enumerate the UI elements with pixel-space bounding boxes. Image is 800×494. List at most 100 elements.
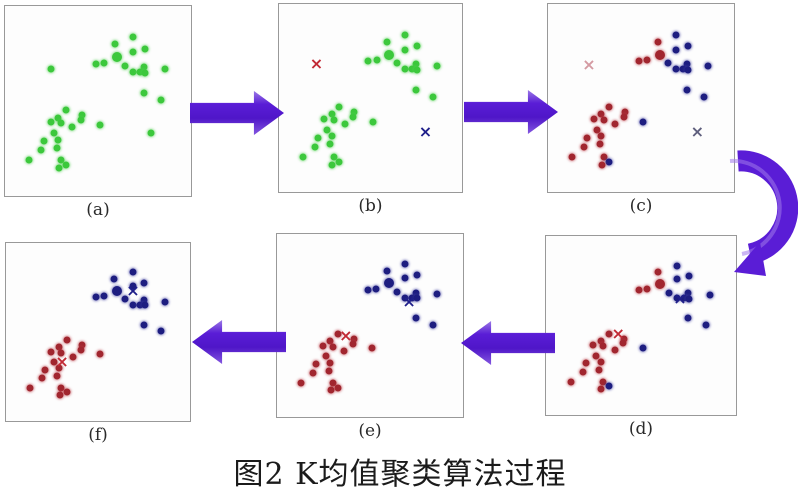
data-point — [401, 65, 409, 73]
data-point — [600, 153, 608, 161]
data-point — [605, 158, 613, 166]
right-arrow-icon-a-to-b — [190, 91, 284, 135]
data-point — [161, 65, 169, 73]
data-point — [672, 46, 680, 54]
data-point — [673, 275, 681, 283]
data-point — [635, 57, 643, 65]
panel-label-b: (b) — [358, 196, 383, 216]
data-point — [639, 118, 647, 125]
blue-centroid-x-icon: × — [418, 121, 433, 141]
panel-label-c: (c) — [629, 196, 653, 216]
data-point — [700, 93, 708, 101]
data-point — [413, 42, 421, 50]
data-point — [314, 134, 322, 142]
data-point — [40, 137, 48, 145]
data-point — [412, 60, 420, 68]
data-point — [129, 301, 137, 309]
data-point — [328, 161, 336, 169]
data-point — [53, 144, 61, 152]
data-point — [368, 344, 376, 352]
data-point — [685, 272, 693, 280]
blue-centroid-x-icon: × — [690, 121, 705, 141]
data-point — [619, 339, 627, 347]
data-point — [583, 134, 591, 142]
panel-label-d: (d) — [628, 419, 654, 439]
data-point — [672, 31, 680, 39]
data-point — [401, 260, 409, 268]
data-point — [590, 115, 598, 123]
data-point — [129, 268, 137, 276]
data-point — [57, 119, 65, 127]
data-point — [54, 136, 62, 144]
scatter-plot-f: × × — [5, 242, 191, 422]
data-point — [408, 65, 416, 73]
blue-centroid-x-icon: × — [402, 291, 416, 311]
data-point — [53, 372, 61, 380]
data-point — [684, 42, 692, 50]
data-point — [664, 59, 672, 67]
data-point — [47, 118, 55, 126]
data-point — [322, 352, 330, 360]
data-point — [643, 56, 651, 64]
data-point — [412, 314, 420, 322]
data-point — [408, 294, 416, 301]
data-point — [600, 116, 608, 124]
red-centroid-x-icon: × — [611, 323, 625, 343]
data-point — [680, 294, 688, 302]
data-point — [129, 48, 137, 56]
scatter-plot-b: × × — [278, 3, 463, 193]
data-point — [597, 337, 605, 345]
blue-centroid-x-icon: × — [673, 288, 687, 308]
data-point — [56, 391, 64, 399]
data-point — [50, 358, 58, 366]
data-point — [372, 285, 380, 293]
data-point — [92, 60, 100, 68]
panel-d: × × (d) — [545, 235, 737, 439]
data-point — [383, 267, 391, 275]
right-arrow-icon-b-to-c — [464, 90, 558, 134]
data-point — [78, 111, 86, 119]
data-point — [297, 379, 305, 387]
data-point — [37, 146, 45, 154]
data-point — [157, 327, 165, 335]
data-point — [673, 262, 681, 270]
data-point — [54, 114, 62, 122]
data-point — [582, 359, 590, 367]
data-point — [141, 45, 149, 53]
data-point — [654, 38, 662, 46]
data-point — [401, 294, 409, 301]
data-point — [413, 66, 421, 74]
data-point — [611, 120, 619, 128]
scatter-plot-d: × × — [545, 235, 737, 416]
data-point — [323, 126, 331, 134]
data-point — [335, 158, 343, 166]
data-point — [364, 57, 372, 65]
panel-c: × × (c) — [547, 3, 735, 216]
panel-a: (a) — [4, 5, 192, 220]
data-point — [599, 378, 607, 386]
data-point — [50, 129, 58, 137]
data-point — [673, 294, 681, 302]
data-point — [597, 358, 605, 366]
data-point — [110, 275, 118, 283]
data-point — [401, 46, 409, 54]
data-point — [596, 140, 604, 148]
data-point — [672, 65, 680, 73]
data-point — [683, 60, 691, 68]
data-point — [364, 286, 372, 294]
data-point — [96, 350, 104, 358]
data-point — [47, 348, 55, 356]
data-point — [55, 164, 63, 172]
red-centroid-x-icon: × — [309, 54, 324, 74]
panel-b: × × (b) — [278, 3, 463, 216]
data-point — [299, 153, 307, 161]
data-point — [635, 286, 643, 294]
data-point — [643, 285, 651, 293]
data-point — [702, 321, 710, 329]
data-point — [100, 292, 108, 300]
left-arrow-icon-e-to-f — [192, 320, 286, 364]
data-point — [140, 89, 148, 97]
data-point — [401, 31, 409, 39]
data-point — [592, 352, 600, 360]
data-point — [55, 364, 63, 372]
